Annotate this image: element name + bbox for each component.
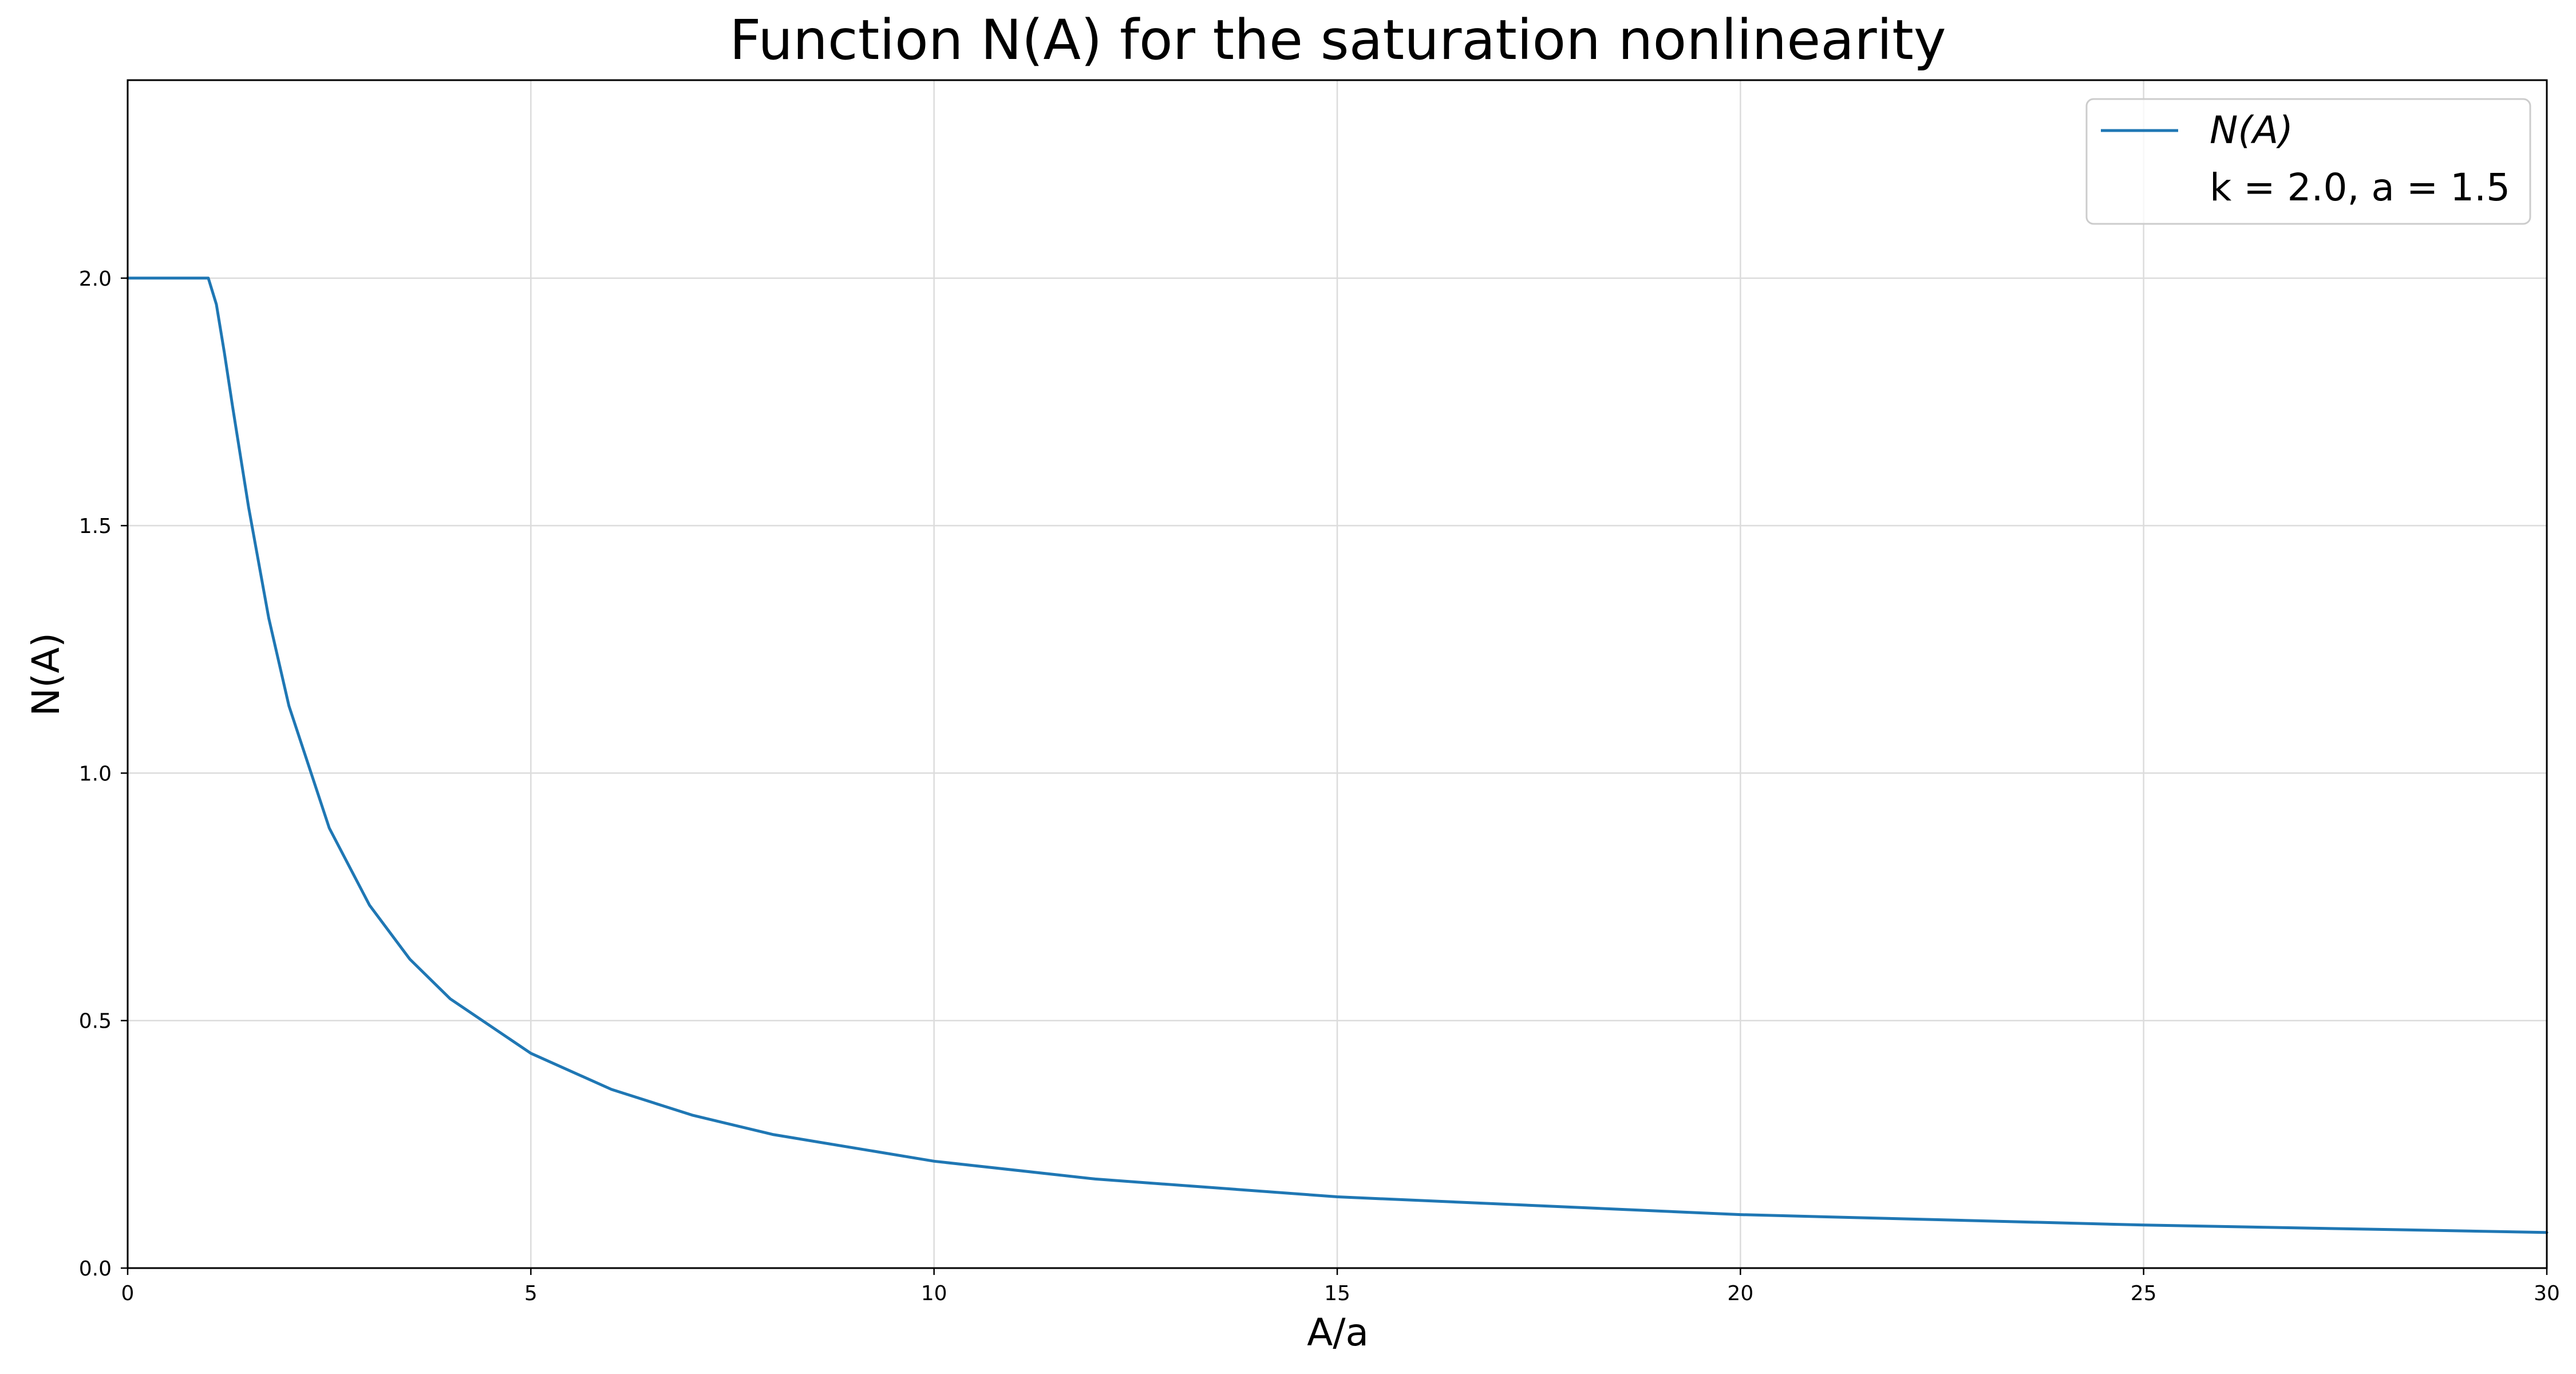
x-tick-label: 20 — [1727, 1282, 1753, 1305]
chart-title: Function N(A) for the saturation nonline… — [729, 8, 1946, 72]
y-axis-label: N(A) — [24, 633, 68, 716]
y-tick-label: 0.0 — [79, 1257, 112, 1281]
y-tick-label: 2.0 — [79, 267, 112, 291]
legend-params-label: k = 2.0, a = 1.5 — [2210, 165, 2510, 210]
x-tick-label: 5 — [524, 1282, 538, 1305]
y-tick-label: 0.5 — [79, 1010, 112, 1033]
x-tick-label: 10 — [921, 1282, 947, 1305]
legend: N(A) k = 2.0, a = 1.5 — [2085, 98, 2531, 225]
x-tick-label: 30 — [2534, 1282, 2560, 1305]
series-line — [126, 277, 2549, 1234]
legend-box — [2085, 98, 2531, 225]
y-tick-label: 1.0 — [79, 762, 112, 785]
x-axis-label: A/a — [1307, 1310, 1369, 1355]
y-tick-label: 1.5 — [79, 515, 112, 538]
grid-layer — [128, 80, 2547, 1268]
x-tick-label: 0 — [121, 1282, 135, 1305]
x-tick-label: 15 — [1324, 1282, 1350, 1305]
ticks-layer: 0 5 10 15 20 25 30 0.0 0.5 1.0 1.5 2.0 — [79, 267, 2560, 1305]
legend-series-label: N(A) — [2210, 108, 2293, 152]
series-layer — [126, 277, 2549, 1234]
x-tick-label: 25 — [2131, 1282, 2157, 1305]
